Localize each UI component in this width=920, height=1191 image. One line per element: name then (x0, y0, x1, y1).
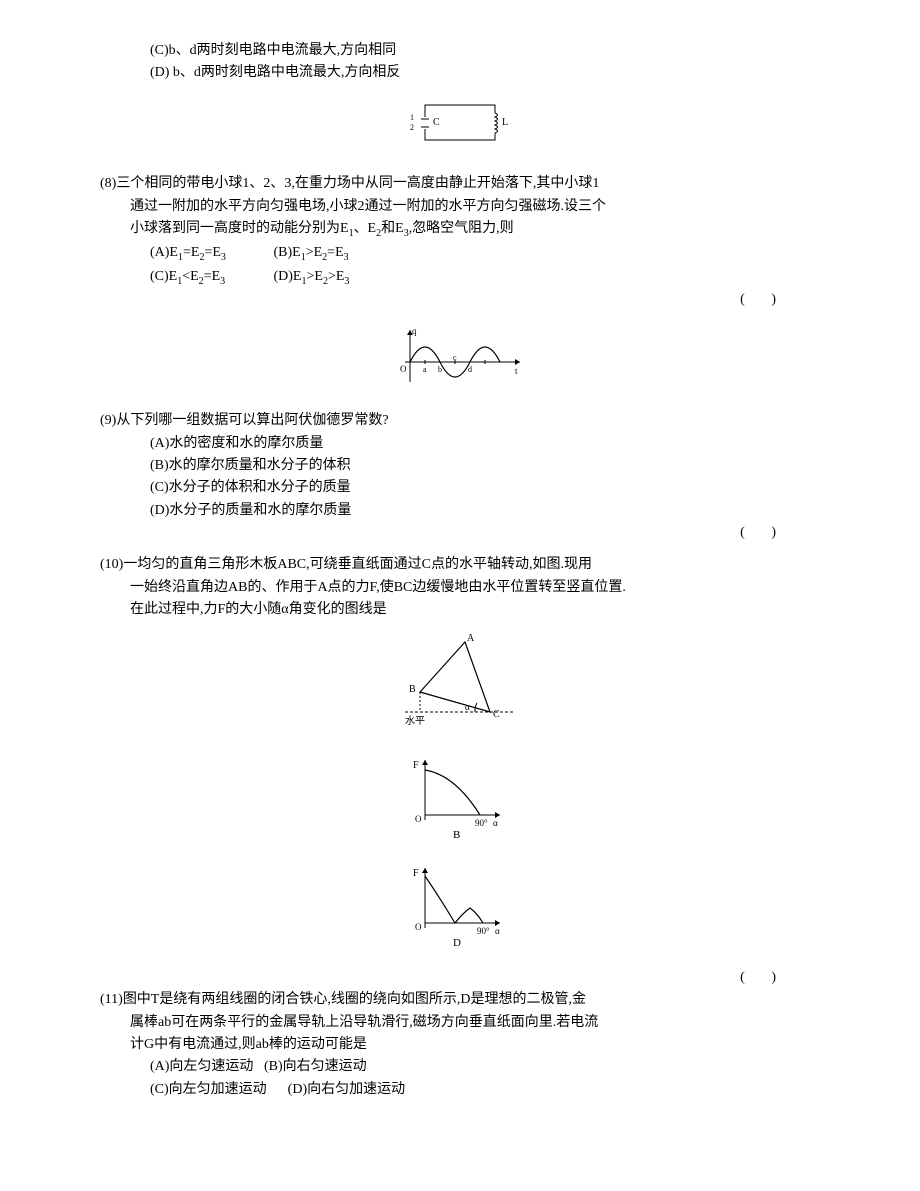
q10-paren: ( ) (100, 967, 820, 989)
q8-optC: (C)E1<E2=E3 (150, 266, 270, 290)
q8-t1: 三个相同的带电小球1、2、3,在重力场中从同一高度由静止开始落下,其中小球1 (116, 176, 599, 191)
sine-a: a (423, 365, 427, 374)
gB-B: B (453, 829, 460, 840)
q8-t2: 通过一附加的水平方向匀强电场,小球2通过一附加的水平方向匀强磁场.设三个 (100, 196, 820, 218)
gB-F: F (413, 760, 419, 771)
q10-num: (10) (100, 557, 123, 572)
q10-t2: 一始终沿直角边AB的、作用于A点的力F,使BC边缓慢地由水平位置转至竖直位置. (100, 577, 820, 599)
q11-opts2: (C)向左匀加速运动 (D)向右匀加速运动 (100, 1079, 820, 1101)
circuit-label1: 1 (410, 113, 414, 122)
circuit-label2: 2 (410, 123, 414, 132)
gD-F: F (413, 868, 419, 879)
sine-d: d (468, 365, 472, 374)
q10-t1: 一均匀的直角三角形木板ABC,可绕垂直纸面通过C点的水平轴转动,如图.现用 (123, 557, 592, 572)
q11-t1: 图中T是绕有两组线圈的闭合铁心,线圈的绕向如图所示,D是理想的二极管,金 (123, 992, 586, 1007)
q9-optC: (C)水分子的体积和水分子的质量 (100, 477, 820, 499)
q10-line1: (10)一均匀的直角三角形木板ABC,可绕垂直纸面通过C点的水平轴转动,如图.现… (100, 554, 820, 576)
sine-t: t (515, 366, 518, 376)
tri-C: C (493, 709, 500, 720)
q10-t3: 在此过程中,力F的大小随α角变化的图线是 (100, 599, 820, 621)
sinewave-svg: q O a b c d t (390, 322, 530, 392)
q11-optC: (C)向左匀加速运动 (150, 1082, 267, 1097)
circuit-labelL: L (502, 117, 508, 128)
q11-optD: (D)向右匀加速运动 (288, 1082, 405, 1097)
triangle-svg: A B C α 水平 (395, 632, 525, 732)
q9-paren: ( ) (100, 522, 820, 544)
tri-alpha: α (465, 702, 470, 712)
q9-optD: (D)水分子的质量和水的摩尔质量 (100, 500, 820, 522)
sine-q: q (412, 326, 417, 336)
circuit-labelC: C (433, 117, 440, 128)
gB-O: O (415, 814, 422, 824)
q8-line1: (8)三个相同的带电小球1、2、3,在重力场中从同一高度由静止开始落下,其中小球… (100, 173, 820, 195)
figure-graphD: F O 90° α D (100, 858, 820, 956)
q8-t3: 小球落到同一高度时的动能分别为E1、E2和E3,忽略空气阻力,则 (100, 218, 820, 242)
q11-line1: (11)图中T是绕有两组线圈的闭合铁心,线圈的绕向如图所示,D是理想的二极管,金 (100, 989, 820, 1011)
q11-num: (11) (100, 992, 123, 1007)
circuit-svg: 1 2 C L (405, 95, 515, 155)
gD-D: D (453, 937, 461, 948)
q8-optD: (D)E1>E2>E3 (274, 266, 394, 290)
q8-opts2: (C)E1<E2=E3 (D)E1>E2>E3 (100, 266, 820, 290)
graphD-svg: F O 90° α D (405, 858, 515, 948)
q11: (11)图中T是绕有两组线圈的闭合铁心,线圈的绕向如图所示,D是理想的二极管,金… (100, 989, 820, 1101)
q11-opts1: (A)向左匀速运动 (B)向右匀速运动 (100, 1056, 820, 1078)
tri-horiz: 水平 (405, 715, 425, 727)
q8: (8)三个相同的带电小球1、2、3,在重力场中从同一高度由静止开始落下,其中小球… (100, 173, 820, 312)
q11-t2: 属棒ab可在两条平行的金属导轨上沿导轨滑行,磁场方向垂直纸面向里.若电流 (100, 1012, 820, 1034)
figure-graphB: F O 90° α B (100, 750, 820, 848)
q8-opts1: (A)E1=E2=E3 (B)E1>E2=E3 (100, 242, 820, 266)
q9-line1: (9)从下列哪一组数据可以算出阿伏伽德罗常数? (100, 410, 820, 432)
q8-optA: (A)E1=E2=E3 (150, 242, 270, 266)
gB-90: 90° (475, 818, 488, 828)
q9-num: (9) (100, 413, 116, 428)
q7-options: (C)b、d两时刻电路中电流最大,方向相同 (D) b、d两时刻电路中电流最大,… (100, 40, 820, 85)
q7-optD: (D) b、d两时刻电路中电流最大,方向相反 (100, 62, 820, 84)
gD-90: 90° (477, 926, 490, 936)
figure-circuit: 1 2 C L (100, 95, 820, 163)
q11-optB: (B)向右匀速运动 (264, 1059, 367, 1074)
gD-O: O (415, 922, 422, 932)
q8-num: (8) (100, 176, 116, 191)
q9-text: 从下列哪一组数据可以算出阿伏伽德罗常数? (116, 413, 388, 428)
q9-optA: (A)水的密度和水的摩尔质量 (100, 433, 820, 455)
q9-optB: (B)水的摩尔质量和水分子的体积 (100, 455, 820, 477)
q11-t3: 计G中有电流通过,则ab棒的运动可能是 (100, 1034, 820, 1056)
tri-B: B (409, 684, 416, 695)
q10: (10)一均匀的直角三角形木板ABC,可绕垂直纸面通过C点的水平轴转动,如图.现… (100, 554, 820, 621)
tri-A: A (467, 633, 475, 644)
figure-sinewave: q O a b c d t (100, 322, 820, 400)
figure-triangle: A B C α 水平 (100, 632, 820, 740)
sine-O: O (400, 364, 407, 374)
graphB-svg: F O 90° α B (405, 750, 515, 840)
sine-b: b (438, 365, 442, 374)
gD-alpha: α (495, 926, 500, 936)
q11-optA: (A)向左匀速运动 (150, 1059, 253, 1074)
gB-alpha: α (493, 818, 498, 828)
q8-optB: (B)E1>E2=E3 (274, 242, 394, 266)
q7-optC: (C)b、d两时刻电路中电流最大,方向相同 (100, 40, 820, 62)
q8-paren: ( ) (100, 289, 820, 311)
q9: (9)从下列哪一组数据可以算出阿伏伽德罗常数? (A)水的密度和水的摩尔质量 (… (100, 410, 820, 544)
